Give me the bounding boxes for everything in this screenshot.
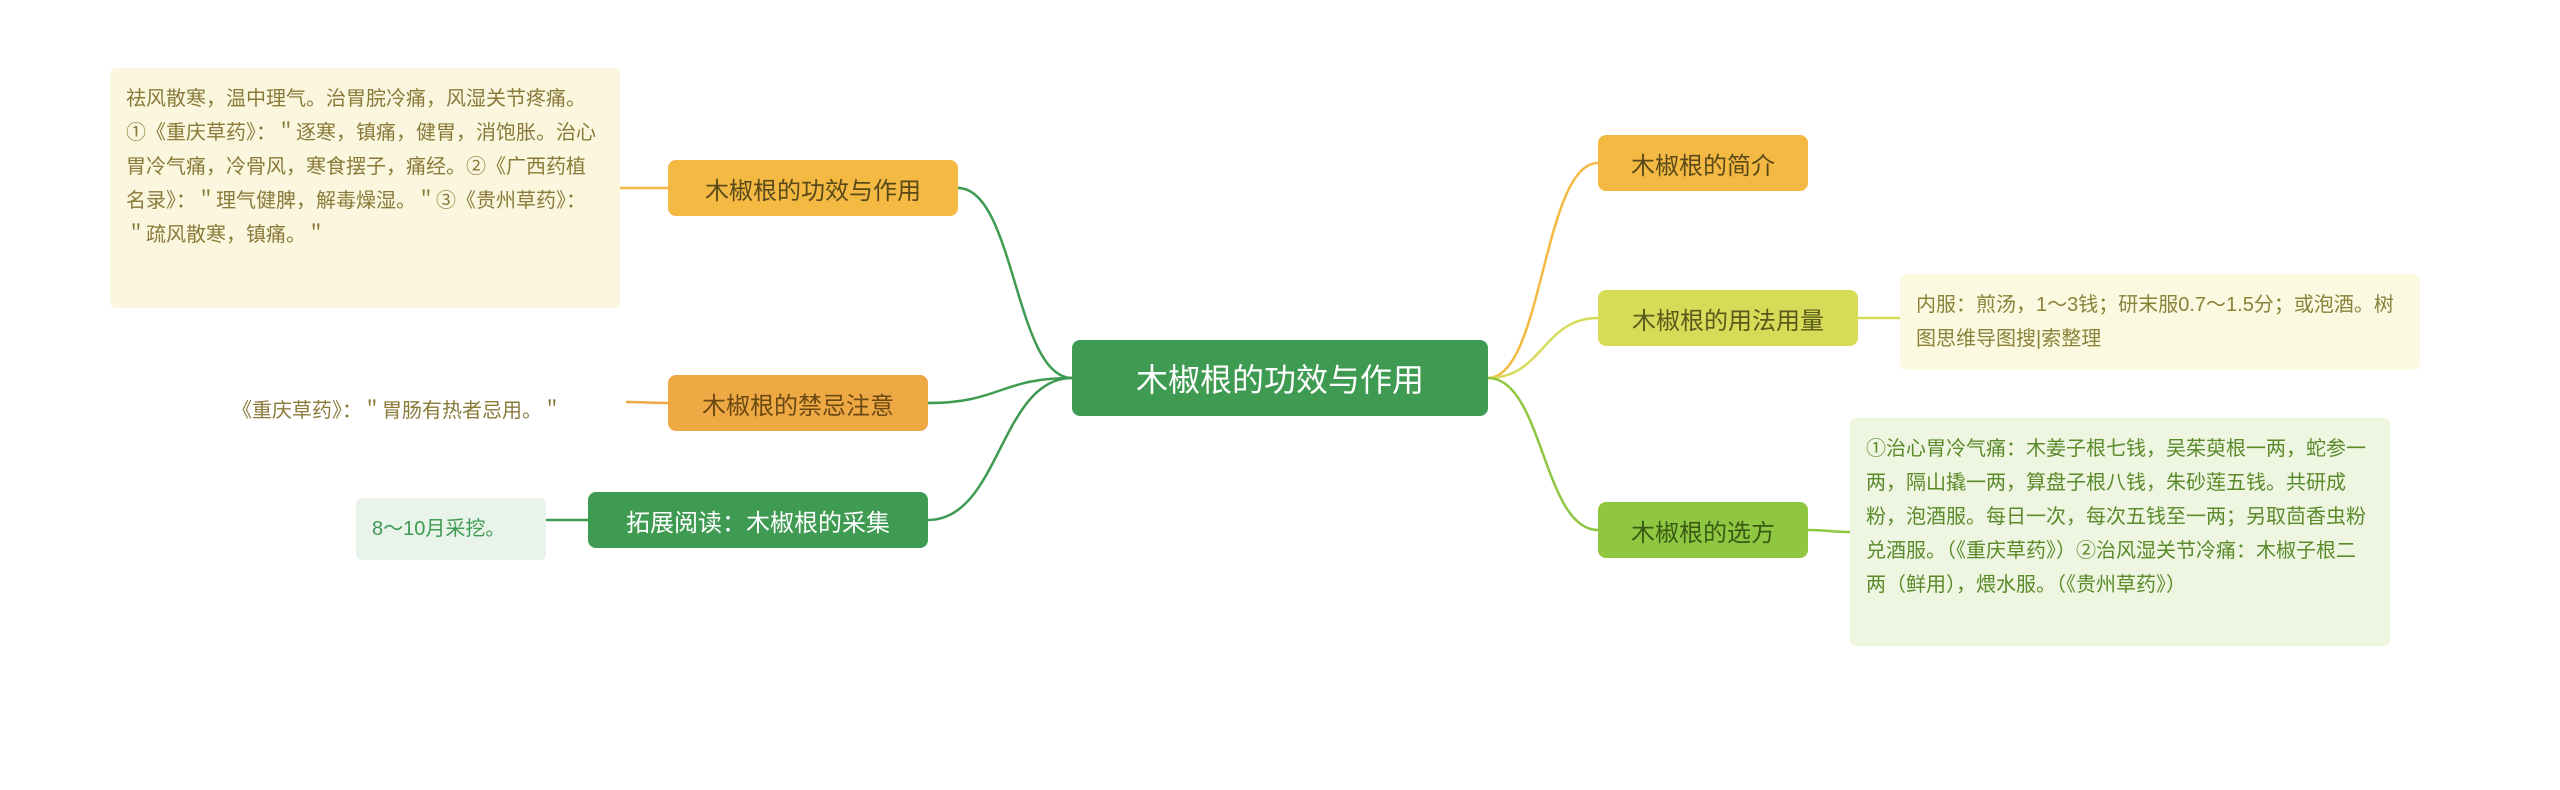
detail-efficacy: 祛风散寒，温中理气。治胃脘冷痛，风湿关节疼痛。①《重庆草药》：＂逐寒，镇痛，健胃…: [110, 68, 620, 308]
detail-prescription-text: ①治心胃冷气痛：木姜子根七钱，吴茱萸根一两，蛇参一两，隔山撬一两，算盘子根八钱，…: [1866, 438, 2366, 596]
branch-prescription: 木椒根的选方: [1598, 502, 1808, 558]
branch-intro-label: 木椒根的简介: [1631, 146, 1775, 181]
center-node: 木椒根的功效与作用: [1072, 340, 1488, 416]
branch-contraindication: 木椒根的禁忌注意: [668, 375, 928, 431]
branch-efficacy: 木椒根的功效与作用: [668, 160, 958, 216]
detail-contraindication: 《重庆草药》：＂胃肠有热者忌用。＂: [216, 380, 626, 442]
branch-collection-label: 拓展阅读：木椒根的采集: [626, 503, 890, 538]
branch-collection: 拓展阅读：木椒根的采集: [588, 492, 928, 548]
branch-contraindication-label: 木椒根的禁忌注意: [702, 386, 894, 421]
branch-efficacy-label: 木椒根的功效与作用: [705, 171, 921, 206]
detail-dosage: 内服：煎汤，1～3钱；研末服0.7～1.5分；或泡酒。树图思维导图搜|索整理: [1900, 274, 2420, 370]
detail-efficacy-text: 祛风散寒，温中理气。治胃脘冷痛，风湿关节疼痛。①《重庆草药》：＂逐寒，镇痛，健胃…: [126, 88, 596, 246]
detail-prescription: ①治心胃冷气痛：木姜子根七钱，吴茱萸根一两，蛇参一两，隔山撬一两，算盘子根八钱，…: [1850, 418, 2390, 646]
branch-dosage: 木椒根的用法用量: [1598, 290, 1858, 346]
detail-collection: 8～10月采挖。: [356, 498, 546, 560]
detail-contraindication-text: 《重庆草药》：＂胃肠有热者忌用。＂: [232, 400, 562, 422]
detail-dosage-text: 内服：煎汤，1～3钱；研末服0.7～1.5分；或泡酒。树图思维导图搜|索整理: [1916, 294, 2394, 350]
branch-intro: 木椒根的简介: [1598, 135, 1808, 191]
detail-collection-text: 8～10月采挖。: [372, 518, 505, 540]
branch-prescription-label: 木椒根的选方: [1631, 513, 1775, 548]
branch-dosage-label: 木椒根的用法用量: [1632, 301, 1824, 336]
center-label: 木椒根的功效与作用: [1136, 355, 1424, 401]
